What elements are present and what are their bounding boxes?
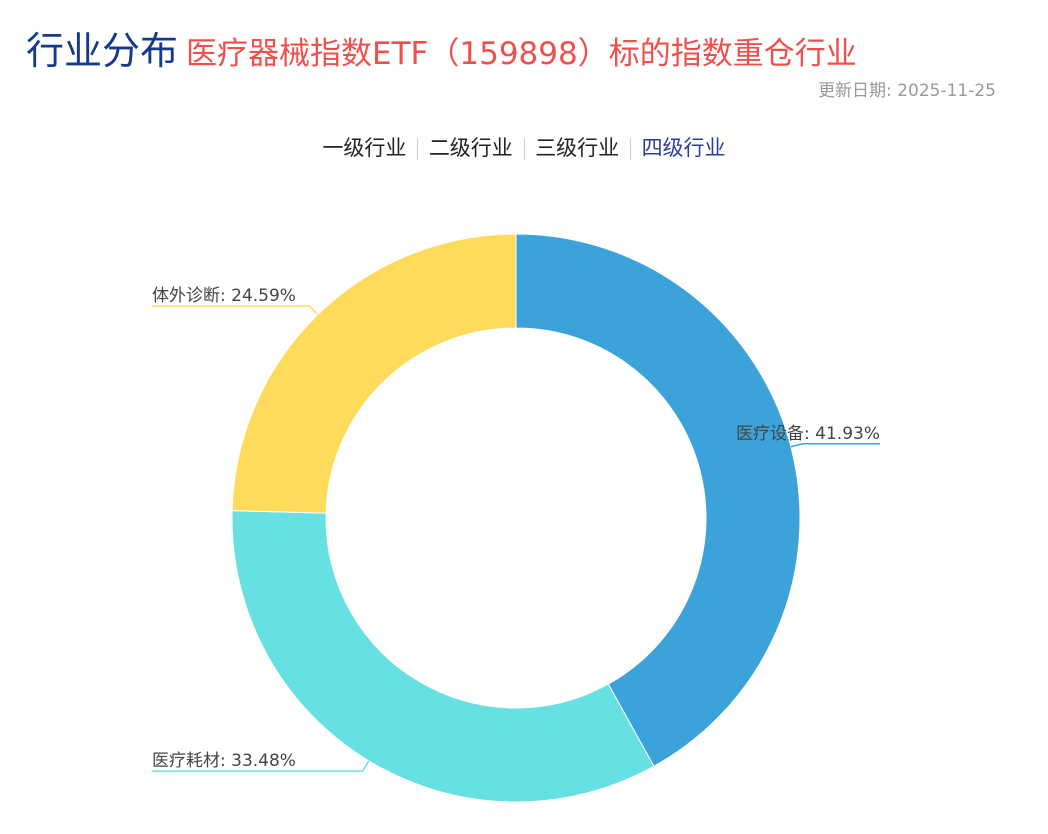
label-leader-line <box>152 305 319 316</box>
section-title: 行业分布 <box>26 29 179 73</box>
page-title: 行业分布 医疗器械指数ETF（159898）标的指数重仓行业 <box>26 20 857 75</box>
label-leader-line <box>152 760 370 772</box>
slice-label: 医疗设备: 41.93% <box>736 424 880 444</box>
donut-slice[interactable] <box>231 233 517 514</box>
update-date: 更新日期: 2025-11-25 <box>818 81 996 101</box>
tab-divider <box>629 138 631 160</box>
tab-level-1[interactable]: 一级行业 <box>322 136 407 160</box>
tab-level-4[interactable]: 四级行业 <box>641 136 726 160</box>
industry-level-tabs: 一级行业 二级行业 三级行业 四级行业 <box>0 132 1048 162</box>
donut-slice[interactable] <box>231 510 655 803</box>
tab-level-3[interactable]: 三级行业 <box>535 136 620 160</box>
tab-level-2[interactable]: 二级行业 <box>428 136 513 160</box>
donut-slice[interactable] <box>515 233 801 767</box>
slice-label: 体外诊断: 24.59% <box>152 286 296 306</box>
tab-divider <box>417 138 419 160</box>
label-leader-line <box>790 443 880 448</box>
chart-subtitle: 医疗器械指数ETF（159898）标的指数重仓行业 <box>186 36 857 72</box>
tab-divider <box>523 138 525 160</box>
slice-label: 医疗耗材: 33.48% <box>152 751 296 771</box>
